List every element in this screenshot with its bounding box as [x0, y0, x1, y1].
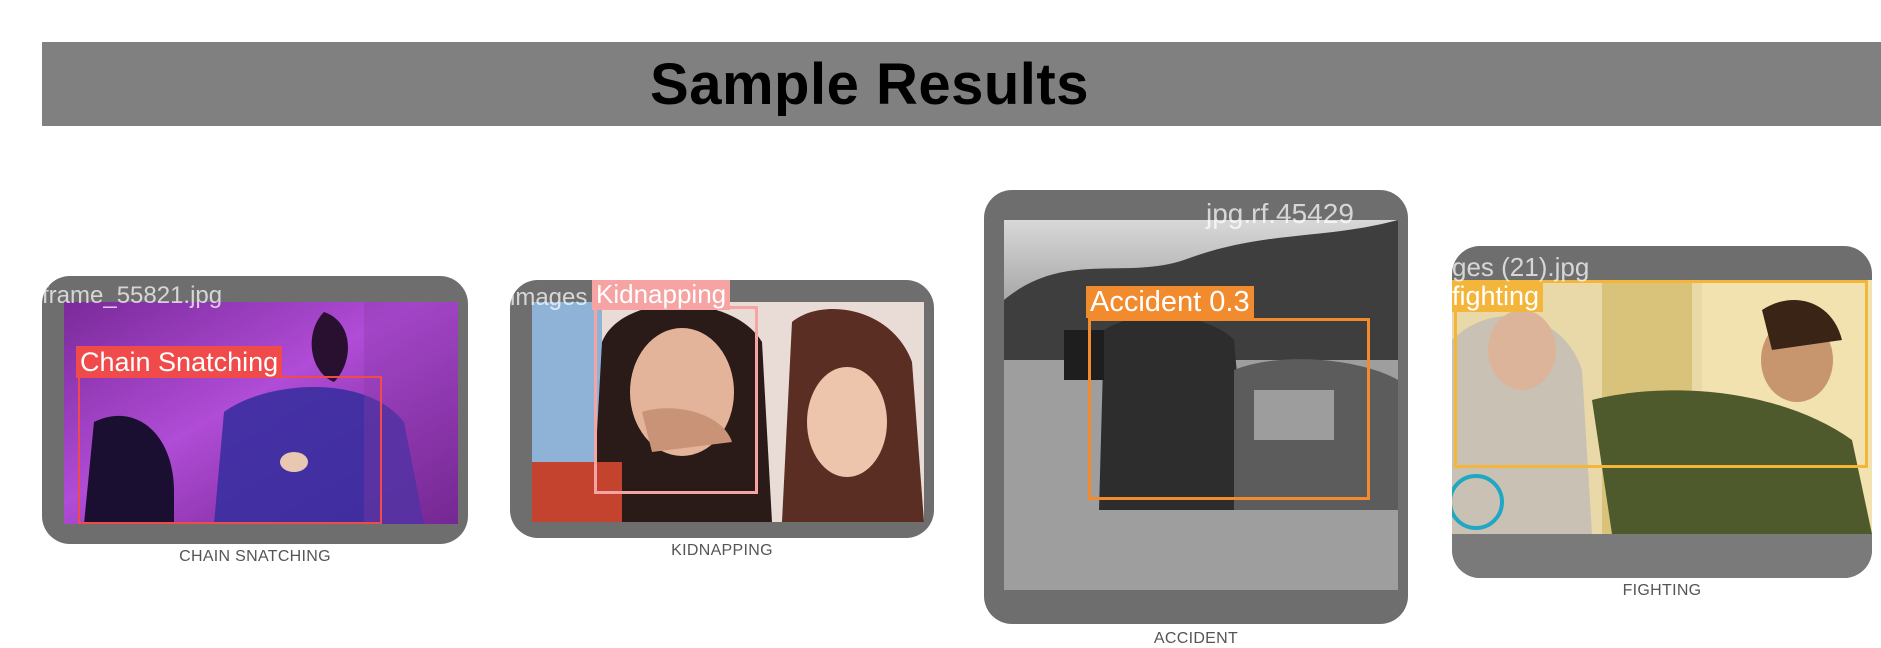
detection-label: Kidnapping	[592, 280, 731, 310]
result-image-kidnapping	[532, 302, 924, 522]
result-card-accident[interactable]: Accident 0.3 jpg.rf.45429	[984, 190, 1408, 624]
caption-accident: ACCIDENT	[1153, 630, 1239, 647]
detection-label: Accident 0.3	[1086, 286, 1254, 318]
detection-label: fighting	[1452, 280, 1544, 312]
page-title: Sample Results	[650, 51, 1089, 117]
result-card-fighting[interactable]: fighting ges (21).jpg	[1452, 246, 1872, 578]
detection-label: Chain Snatching	[76, 346, 283, 378]
image-filename: frame_55821.jpg	[42, 282, 223, 309]
result-image-fighting	[1452, 280, 1872, 534]
detection-box	[1088, 318, 1370, 500]
image-filename: images	[510, 284, 588, 311]
page-header-banner: Sample Results	[42, 42, 1881, 126]
detection-box	[78, 376, 382, 524]
detection-box	[1454, 280, 1868, 468]
result-card-kidnapping[interactable]: Kidnapping images	[510, 280, 934, 538]
detection-box	[594, 306, 758, 494]
result-card-chain-snatching[interactable]: Chain Snatching frame_55821.jpg	[42, 276, 468, 544]
caption-fighting: FIGHTING	[1622, 582, 1702, 599]
caption-chain-snatching: CHAIN SNATCHING	[179, 548, 331, 565]
result-image-chain-snatching	[64, 302, 458, 524]
result-image-accident	[1004, 220, 1398, 590]
image-filename: jpg.rf.45429	[1206, 198, 1354, 229]
card-bottom-strip	[1452, 534, 1872, 578]
image-filename: ges (21).jpg	[1452, 252, 1590, 282]
caption-kidnapping: KIDNAPPING	[671, 542, 773, 559]
